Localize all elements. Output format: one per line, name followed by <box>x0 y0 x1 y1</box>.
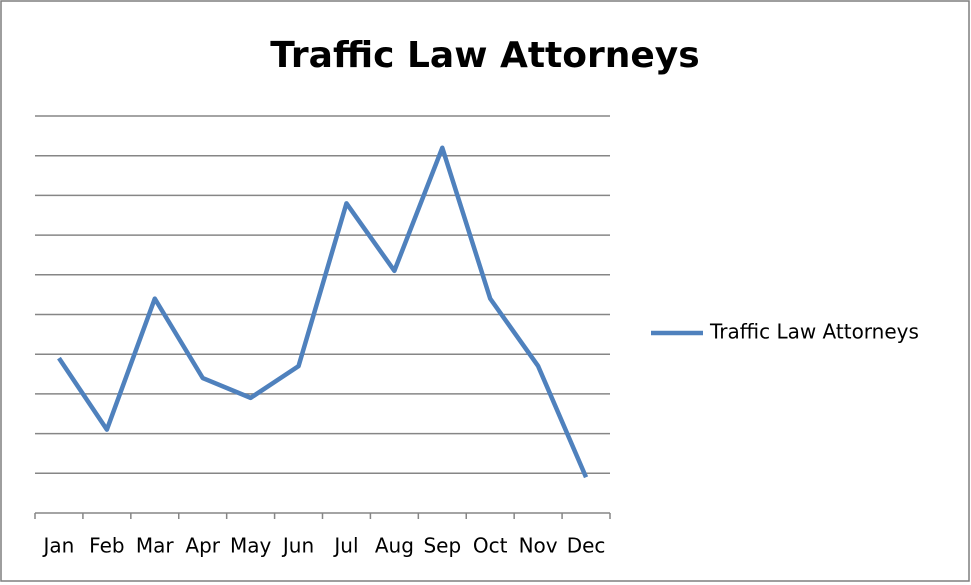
legend-label: Traffic Law Attorneys <box>709 320 919 344</box>
x-tick-label: Sep <box>423 534 461 558</box>
x-tick-label: May <box>230 534 272 558</box>
x-tick-label: Nov <box>519 534 558 558</box>
x-tick-label: Dec <box>567 534 606 558</box>
x-tick-label: Jul <box>332 534 358 558</box>
x-tick-label: Oct <box>473 534 508 558</box>
x-tick-label: Jun <box>281 534 314 558</box>
x-tick-label: Mar <box>136 534 175 558</box>
series-line <box>57 145 589 479</box>
x-tick-label: Apr <box>185 534 220 558</box>
x-tick-label: Aug <box>375 534 414 558</box>
x-tick-label: Jan <box>42 534 75 558</box>
chart-title: Traffic Law Attorneys <box>270 35 699 76</box>
x-tick-label: Feb <box>89 534 124 558</box>
